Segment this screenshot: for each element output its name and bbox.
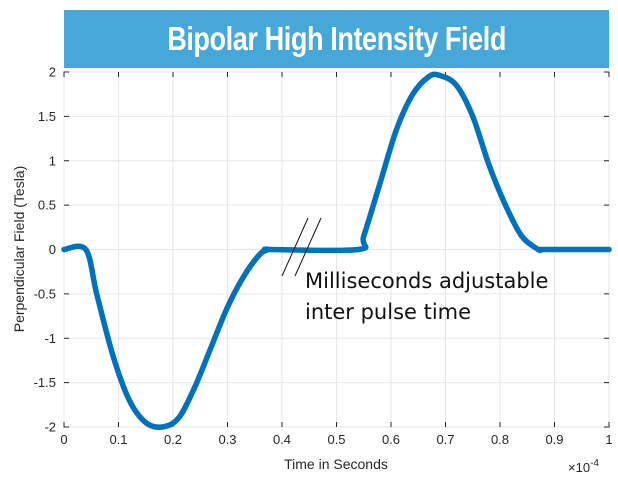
y-tick-label: 0.5 <box>38 198 56 213</box>
x-tick-label: 0.4 <box>273 432 291 447</box>
y-axis-label: Perpendicular Field (Tesla) <box>11 166 27 333</box>
break-mark-2 <box>294 217 322 277</box>
series-line <box>61 71 612 430</box>
annotation-line-1: Milliseconds adjustable <box>305 269 548 293</box>
y-tick-label: 2 <box>49 65 56 80</box>
x-tick-label: 0.9 <box>545 432 563 447</box>
y-tick-label: 1.5 <box>38 109 56 124</box>
x-tick-label: 0.3 <box>218 432 236 447</box>
x-exponent-label: ×10-4 <box>568 458 599 475</box>
axis-ticks: 0 0.1 0.2 0.3 0.4 0.5 0.6 0.7 0.8 0.9 1 2 1.5 1 0.5 0 -0… <box>34 65 613 448</box>
x-tick-label: 0.2 <box>164 432 182 447</box>
y-tick-label: -0.5 <box>34 286 56 301</box>
title-banner: Bipolar High Intensity Field <box>64 10 609 68</box>
x-tick-label: 0 <box>60 432 67 447</box>
x-axis-label: Time in Seconds <box>284 456 388 472</box>
annotation-line-2: inter pulse time <box>305 300 471 324</box>
y-tick-label: 1 <box>49 153 56 168</box>
x-tick-label: 0.8 <box>491 432 509 447</box>
x-tick-label: 0.7 <box>436 432 454 447</box>
x-tick-label: 1 <box>605 432 612 447</box>
chart-title: Bipolar High Intensity Field <box>167 20 506 57</box>
title-banner-bg <box>64 10 609 68</box>
break-mark-1 <box>281 217 309 277</box>
y-tick-label: -2 <box>44 420 56 435</box>
x-tick-label: 0.6 <box>382 432 400 447</box>
series-layer <box>61 71 612 430</box>
y-tick-label: -1.5 <box>34 375 56 390</box>
x-tick-label: 0.1 <box>109 432 127 447</box>
y-tick-label: 0 <box>49 242 56 257</box>
x-tick-label: 0.5 <box>327 432 345 447</box>
y-tick-label: -1 <box>44 331 56 346</box>
